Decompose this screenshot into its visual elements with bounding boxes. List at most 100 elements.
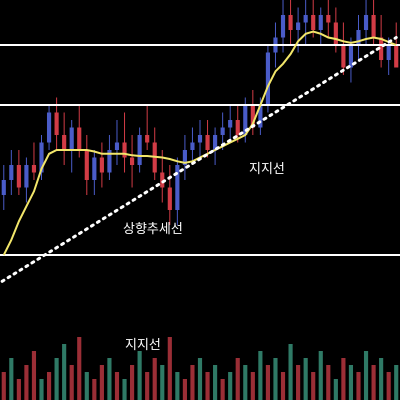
candle-body — [265, 52, 270, 105]
support-line-label: 지지선 — [249, 162, 285, 177]
candle-body — [213, 135, 218, 150]
candle-body — [280, 15, 286, 38]
candle-body — [190, 142, 195, 150]
volume-bar — [24, 365, 29, 400]
volume-bar — [363, 351, 369, 400]
volume-bar — [205, 372, 210, 400]
candle-body — [31, 165, 37, 173]
candle-body — [182, 150, 187, 165]
candle-body — [205, 135, 210, 150]
volume-bar — [152, 358, 157, 400]
candle-body — [62, 135, 67, 150]
candle-body — [77, 127, 82, 150]
volume-bar — [303, 358, 308, 400]
candle-body — [46, 112, 52, 143]
candle-body — [228, 120, 233, 128]
volume-bar — [62, 344, 67, 400]
volume-bar — [31, 351, 37, 400]
lines-layer — [0, 30, 400, 285]
candles-layer — [1, 0, 399, 225]
volume-layer — [1, 337, 399, 400]
candle-body — [39, 142, 44, 173]
candle-body — [220, 127, 225, 135]
volume-bar — [273, 358, 278, 400]
volume-bar — [394, 365, 399, 400]
volume-bar — [341, 358, 346, 400]
volume-bar — [54, 358, 59, 400]
candle-body — [363, 15, 369, 30]
volume-bar — [9, 358, 14, 400]
volume-bar — [296, 365, 301, 400]
candle-body — [145, 135, 150, 143]
candle-body — [333, 22, 338, 45]
volume-bar — [258, 351, 263, 400]
volume-bar — [114, 372, 120, 400]
volume-bar — [265, 365, 270, 400]
candle-body — [356, 30, 361, 45]
volume-bar — [107, 358, 112, 400]
candle-body — [114, 142, 120, 150]
volume-bar — [160, 365, 165, 400]
volume-bar — [288, 344, 293, 400]
volume-bar — [243, 365, 248, 400]
candle-body — [92, 157, 97, 180]
candle-body — [197, 135, 203, 143]
volume-bar — [137, 351, 142, 400]
candle-body — [137, 135, 142, 165]
candle-body — [1, 180, 6, 195]
volume-bar — [99, 365, 104, 400]
volume-bar — [190, 365, 195, 400]
volume-bar — [77, 337, 82, 400]
volume-bar — [220, 379, 225, 400]
volume-bar — [333, 379, 338, 400]
volume-bar — [371, 365, 376, 400]
candle-body — [379, 37, 384, 60]
volume-bar — [1, 372, 6, 400]
candle-body — [130, 157, 135, 165]
uptrend-line — [0, 36, 398, 285]
volume-bar — [84, 372, 89, 400]
volume-bar — [280, 372, 286, 400]
volume-bar — [39, 379, 44, 400]
volume-bar — [167, 337, 172, 400]
candle-body — [243, 105, 248, 135]
volume-bar — [326, 365, 331, 400]
volume-bar — [145, 372, 150, 400]
candle-body — [122, 142, 127, 158]
candle-body — [175, 165, 180, 210]
candle-body — [107, 150, 112, 173]
candle-body — [386, 45, 391, 60]
volume-bar — [318, 351, 323, 400]
candle-body — [160, 172, 165, 188]
volume-support-label: 지지선 — [125, 338, 161, 353]
volume-bar — [213, 365, 218, 400]
candle-body — [326, 15, 331, 23]
candle-body — [69, 127, 74, 150]
candle-body — [371, 15, 376, 38]
volume-bar — [235, 358, 240, 400]
candle-body — [24, 165, 29, 188]
volume-bar — [130, 365, 135, 400]
candle-body — [250, 105, 255, 128]
volume-bar — [348, 365, 354, 400]
candle-body — [167, 187, 172, 210]
volume-bar — [46, 372, 52, 400]
candle-body — [348, 45, 354, 68]
volume-bar — [175, 372, 180, 400]
volume-bar — [182, 379, 187, 400]
volume-bar — [122, 379, 127, 400]
candle-body — [341, 45, 346, 68]
volume-bar — [386, 372, 391, 400]
volume-bar — [197, 358, 203, 400]
candle-body — [318, 15, 323, 30]
volume-bar — [311, 372, 316, 400]
candle-body — [54, 112, 59, 135]
candle-body — [16, 165, 21, 188]
candle-body — [9, 165, 14, 180]
candle-body — [258, 105, 263, 128]
trendline-label: 상향추세선 — [123, 222, 183, 237]
volume-bar — [228, 372, 233, 400]
volume-bar — [356, 372, 361, 400]
candle-body — [311, 15, 316, 30]
candle-body — [84, 150, 89, 180]
